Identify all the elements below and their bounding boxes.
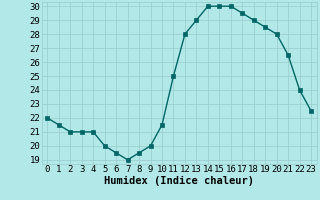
X-axis label: Humidex (Indice chaleur): Humidex (Indice chaleur) — [104, 176, 254, 186]
